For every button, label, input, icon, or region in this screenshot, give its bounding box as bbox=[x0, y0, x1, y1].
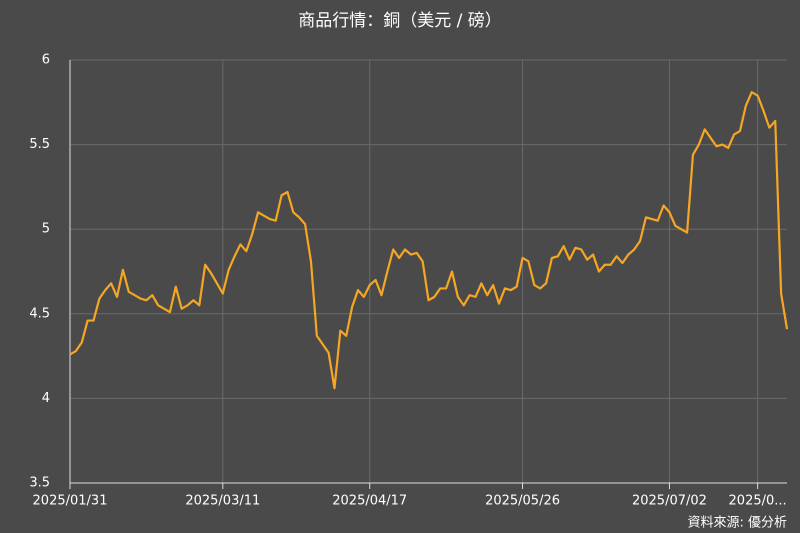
y-tick-label: 4 bbox=[42, 391, 50, 406]
price-line bbox=[69, 91, 789, 390]
x-tick-label: 2025/0... bbox=[729, 494, 787, 509]
x-tick-label: 2025/05/26 bbox=[485, 494, 560, 509]
x-tick-label: 2025/07/02 bbox=[632, 494, 707, 509]
y-tick-label: 5.5 bbox=[29, 137, 50, 152]
source-note: 資料來源: 優分析 bbox=[687, 516, 787, 531]
y-tick-label: 3.5 bbox=[29, 476, 50, 491]
y-tick-label: 5 bbox=[42, 222, 50, 237]
x-tick-label: 2025/03/11 bbox=[185, 494, 260, 509]
x-tick-label: 2025/04/17 bbox=[332, 494, 407, 509]
x-tick-label: 2025/01/31 bbox=[33, 494, 108, 509]
y-tick-label: 4.5 bbox=[29, 306, 50, 321]
y-tick-label: 6 bbox=[42, 53, 50, 68]
chart-title: 商品行情：銅（美元 / 磅） bbox=[298, 11, 502, 31]
